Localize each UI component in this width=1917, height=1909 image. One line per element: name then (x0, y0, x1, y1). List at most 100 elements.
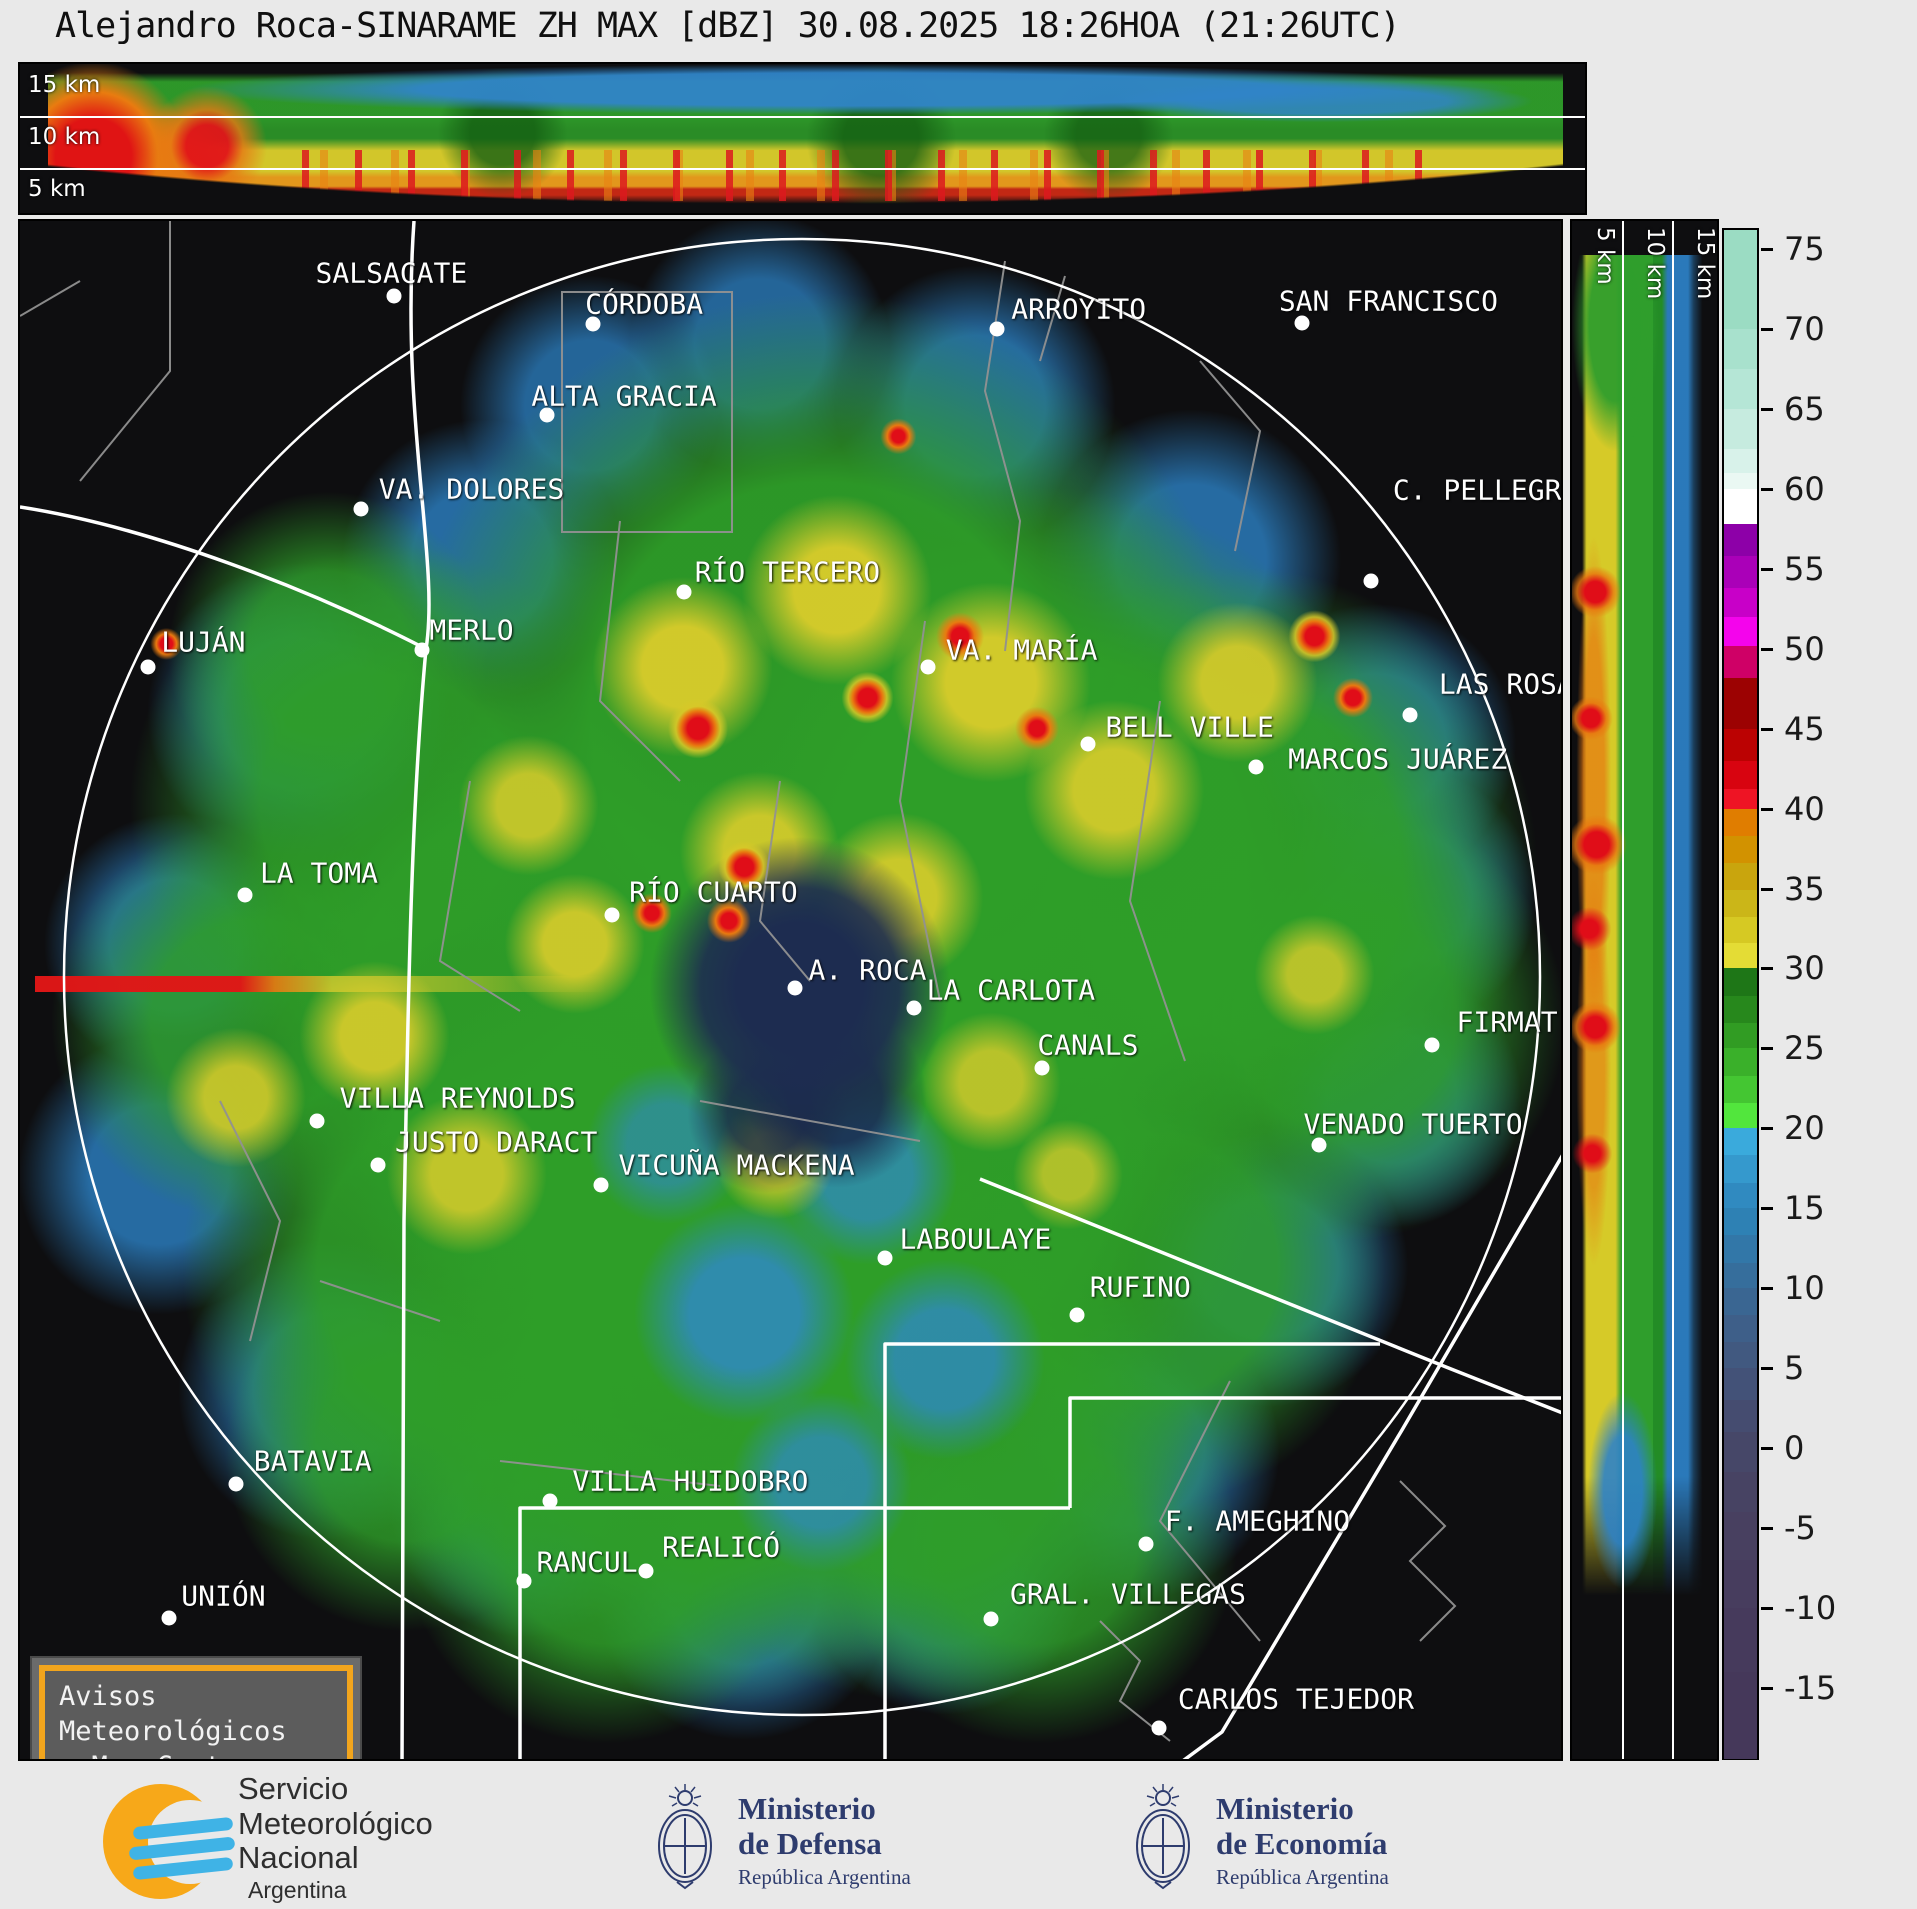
colorbar-cell (1724, 1235, 1757, 1264)
colorbar-cell (1724, 1155, 1757, 1184)
city-label: VA. DOLORES (378, 472, 565, 506)
colorbar-tick-label: 40 (1784, 789, 1825, 828)
department-boundaries (20, 221, 1457, 1742)
ministry-name: Ministerio (738, 1790, 876, 1826)
ministry-sub: República Argentina (1216, 1865, 1389, 1890)
city-label: VENADO TUERTO (1303, 1107, 1523, 1141)
colorbar-cell (1724, 448, 1757, 474)
ministry-defensa-logo: Ministerio de Defensa República Argentin… (650, 1784, 911, 1896)
colorbar-tick (1761, 1686, 1773, 1690)
colorbar-tick (1761, 1287, 1773, 1291)
city-dot (877, 1250, 892, 1266)
smn-wordmark: Servicio Meteorológico Nacional Argentin… (238, 1771, 433, 1904)
ministry-sub: República Argentina (738, 1865, 911, 1890)
city-dot (386, 288, 402, 304)
colorbar-cell (1724, 1048, 1757, 1077)
city-dot (1363, 573, 1379, 589)
smn-line1: Servicio (238, 1771, 349, 1806)
city-label: RUFINO (1089, 1270, 1191, 1304)
coat-of-arms-icon (1136, 1784, 1190, 1890)
colorbar-tick-label: 75 (1784, 230, 1825, 269)
cross-section-top-panel: 15 km 10 km 5 km (18, 62, 1587, 215)
colorbar-cell (1724, 1208, 1757, 1236)
colorbar-cell (1724, 472, 1757, 490)
city-label: RÍO TERCERO (694, 555, 881, 589)
cross-section-right-echoes (1572, 254, 1717, 1660)
colorbar-cell (1724, 1075, 1757, 1104)
city-dot (309, 1113, 325, 1129)
city-dot (989, 321, 1005, 337)
city-dot (140, 659, 156, 675)
colorbar-tick-label: 45 (1784, 709, 1825, 748)
city-dot (1402, 707, 1418, 723)
colorbar-tick (1761, 1606, 1773, 1610)
city-label: LAS ROSAS (1438, 667, 1561, 701)
radar-map-panel: SALSACATE CÓRDOBA ARROYITO SAN FRANCISCO ALT… (18, 219, 1563, 1761)
colorbar-cell (1724, 1368, 1757, 1401)
colorbar-tick-label: 60 (1784, 469, 1825, 508)
smn-line4: Argentina (248, 1877, 347, 1904)
cross-section-top-range-arc-mask (20, 64, 1585, 213)
height-label: 5 km (1592, 227, 1618, 285)
colorbar-cell (1724, 1342, 1757, 1369)
colorbar-tick (1761, 1207, 1773, 1211)
city-dot (228, 1476, 244, 1492)
colorbar-tick-label: 50 (1784, 629, 1825, 668)
colorbar-cell (1724, 789, 1757, 810)
colorbar-tick-label: 65 (1784, 390, 1825, 428)
colorbar-tick-label: 20 (1784, 1109, 1825, 1148)
colorbar-tick (1761, 807, 1773, 811)
colorbar-tick (1761, 967, 1773, 971)
radar-range-circle (62, 237, 1542, 1717)
smn-line3: Nacional (238, 1840, 359, 1876)
city-dot (1138, 1536, 1154, 1552)
colorbar-cell (1724, 1559, 1757, 1609)
colorbar-cell (1724, 409, 1757, 450)
colorbar-cell (1724, 1128, 1757, 1157)
city-label: BELL VILLE (1105, 710, 1274, 744)
city-dot (1294, 315, 1310, 330)
height-label: 15 km (1692, 227, 1718, 300)
colorbar-tick (1761, 727, 1773, 731)
city-label: VILLA REYNOLDS (339, 1081, 576, 1115)
city-label: UNIÓN (181, 1579, 266, 1613)
city-dot (1069, 1307, 1085, 1323)
city-dot (1034, 1060, 1050, 1076)
city-label: GRAL. VILLEGAS (1009, 1577, 1246, 1611)
colorbar-cell (1724, 588, 1757, 618)
alert-line2: a Muy Corto Plazo (59, 1749, 333, 1759)
city-dot (370, 1157, 385, 1173)
colorbar-cell (1724, 1022, 1757, 1049)
colorbar-tick-label: 15 (1784, 1189, 1825, 1228)
city-dot (604, 907, 620, 923)
city-label: CARLOS TEJEDOR (1177, 1682, 1414, 1716)
city-label: LUJÁN (161, 625, 246, 659)
alert-line1: Avisos Meteorológicos (59, 1681, 287, 1748)
colorbar-cell (1724, 677, 1757, 730)
colorbar-cell (1724, 942, 1757, 970)
city-label: LA CARLOTA (926, 973, 1096, 1007)
colorbar-cell (1724, 1399, 1757, 1433)
city-label: SALSACATE (315, 256, 468, 290)
height-line (20, 168, 1585, 170)
city-label: JUSTO DARACT (395, 1125, 598, 1159)
ministry-name: Ministerio (1216, 1790, 1354, 1826)
city-dot (237, 887, 253, 903)
ministry-name2: de Defensa (738, 1826, 882, 1862)
city-dot (787, 980, 803, 996)
colorbar-cell (1724, 1102, 1757, 1129)
city-dot (920, 659, 936, 675)
colorbar-tick (1761, 408, 1773, 411)
city-dot (585, 316, 601, 332)
city-label: SAN FRANCISCO (1278, 284, 1498, 318)
colorbar-cell (1724, 329, 1757, 370)
colorbar-cell (1724, 760, 1757, 790)
city-label: CANALS (1037, 1028, 1139, 1062)
interference-spike (35, 976, 606, 993)
colorbar-tick (1761, 567, 1773, 571)
city-label: VICUÑA MACKENA (618, 1148, 855, 1182)
colorbar-tick-label: -5 (1784, 1508, 1816, 1547)
height-line (20, 116, 1585, 118)
city-label: ARROYITO (1011, 292, 1147, 326)
city-label: REALICÓ (662, 1530, 781, 1564)
